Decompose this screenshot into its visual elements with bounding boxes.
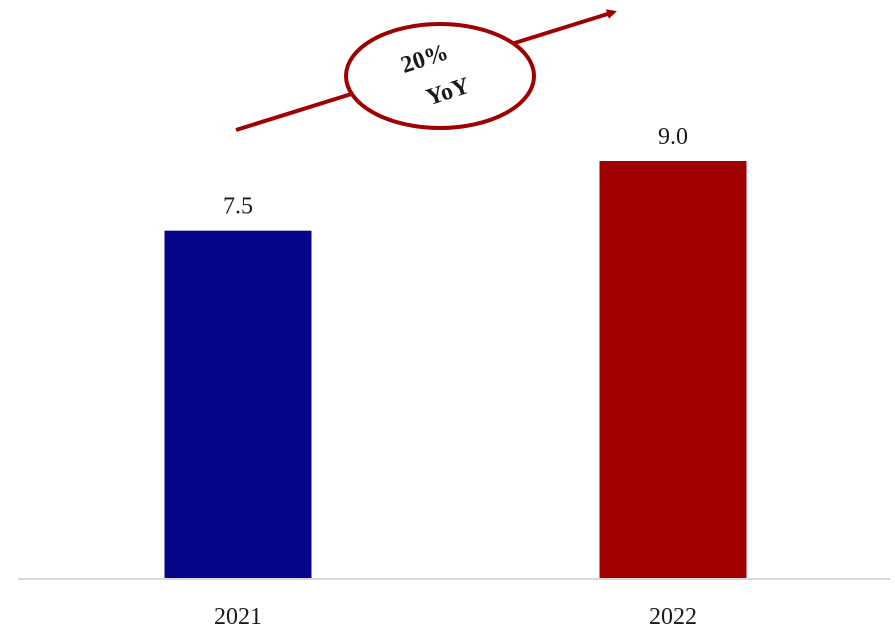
x-tick-label-2021: 2021 <box>214 604 262 630</box>
bars-layer <box>164 161 747 579</box>
value-label-2022: 9.0 <box>658 124 688 150</box>
growth-badge-ellipse <box>344 22 536 130</box>
x-tick-label-2022: 2022 <box>649 604 697 630</box>
bar-2021 <box>164 230 312 579</box>
value-label-2021: 7.5 <box>223 194 253 220</box>
value-labels-layer: 7.5 9.0 <box>223 124 688 220</box>
growth-annotation: 20% YoY <box>235 9 617 132</box>
bar-2022 <box>599 161 747 579</box>
tick-labels-layer: 2021 2022 <box>214 604 697 630</box>
